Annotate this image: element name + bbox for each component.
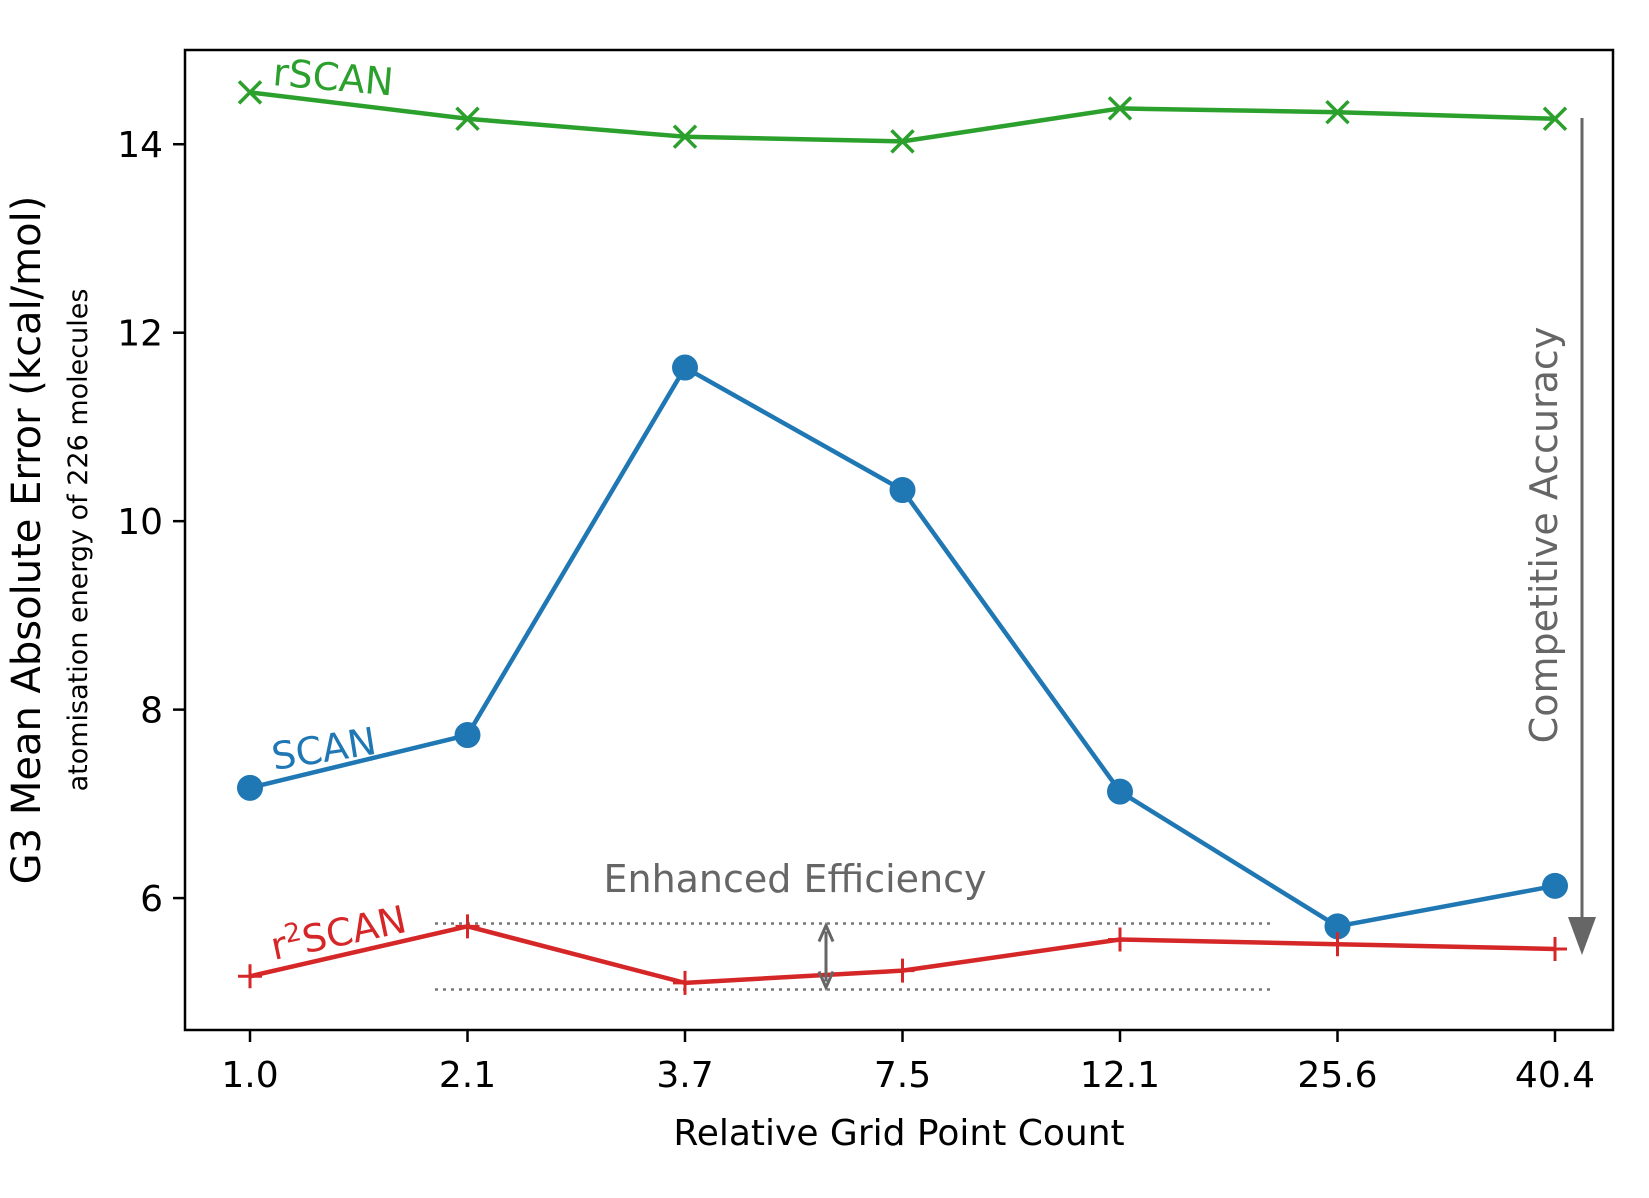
- competitive-accuracy-label: Competitive Accuracy: [1522, 327, 1566, 744]
- data-point: [1324, 913, 1351, 940]
- annotation-arrows: [817, 118, 1596, 992]
- y-axis-sublabel: atomisation energy of 226 molecules: [63, 289, 94, 792]
- data-point: [672, 124, 698, 149]
- data-point: [1107, 778, 1133, 805]
- data-point: [889, 477, 916, 504]
- series-line-scan: [249, 365, 1556, 929]
- x-tick-label: 12.1: [1080, 1055, 1160, 1096]
- data-point: [455, 914, 480, 939]
- y-axis-label: G3 Mean Absolute Error (kcal/mol): [4, 196, 50, 885]
- data-point: [237, 80, 263, 105]
- reference-lines: [435, 922, 1275, 991]
- accuracy-arrow-head: [1568, 917, 1596, 955]
- y-tick-label: 14: [117, 125, 163, 166]
- enhanced-efficiency-label: Enhanced Efficiency: [603, 857, 986, 901]
- y-tick-label: 12: [117, 314, 163, 355]
- x-tick-label: 1.0: [221, 1055, 278, 1096]
- series-label-rscan: rSCAN: [271, 50, 395, 104]
- data-point: [1543, 936, 1567, 961]
- data-point: [238, 964, 262, 989]
- x-tick-label: 40.4: [1515, 1055, 1595, 1096]
- series-label-scan: SCAN: [269, 719, 380, 779]
- data-point: [237, 774, 263, 801]
- y-tick-label: 10: [117, 502, 163, 543]
- data-point: [1108, 927, 1132, 952]
- data-point: [454, 722, 481, 749]
- data-point: [890, 129, 915, 154]
- efficiency-arrow-head-up: [817, 921, 835, 943]
- x-axis-label: Relative Grid Point Count: [673, 1113, 1124, 1154]
- series-scan: [237, 354, 1568, 940]
- x-tick-label: 2.1: [439, 1055, 496, 1096]
- data-point: [1325, 932, 1350, 957]
- data-point: [1542, 106, 1568, 132]
- efficiency-arrow-head-down: [817, 970, 835, 992]
- data-point: [672, 354, 698, 381]
- data-point: [1107, 96, 1133, 121]
- r2scan-label-sup: 2: [282, 917, 304, 950]
- series-rscan: [237, 80, 1568, 154]
- series-layer: [237, 80, 1568, 995]
- series-line-rscan: [249, 90, 1556, 144]
- data-point: [1325, 99, 1350, 125]
- x-axis: 1.0 2.1 3.7 7.5 12.1 25.6 40.4: [221, 1030, 1595, 1096]
- x-tick-label: 3.7: [656, 1055, 713, 1096]
- series-r2scan: [238, 914, 1567, 995]
- x-tick-label: 25.6: [1297, 1055, 1377, 1096]
- data-point: [455, 106, 480, 132]
- data-point: [890, 958, 915, 983]
- data-point: [1542, 872, 1568, 899]
- x-tick-label: 7.5: [874, 1055, 931, 1096]
- plot-frame: [183, 48, 1615, 1032]
- data-point: [673, 970, 697, 995]
- y-axis: 6 8 10 12 14: [117, 125, 185, 920]
- y-tick-label: 6: [140, 879, 163, 920]
- y-tick-label: 8: [140, 691, 163, 732]
